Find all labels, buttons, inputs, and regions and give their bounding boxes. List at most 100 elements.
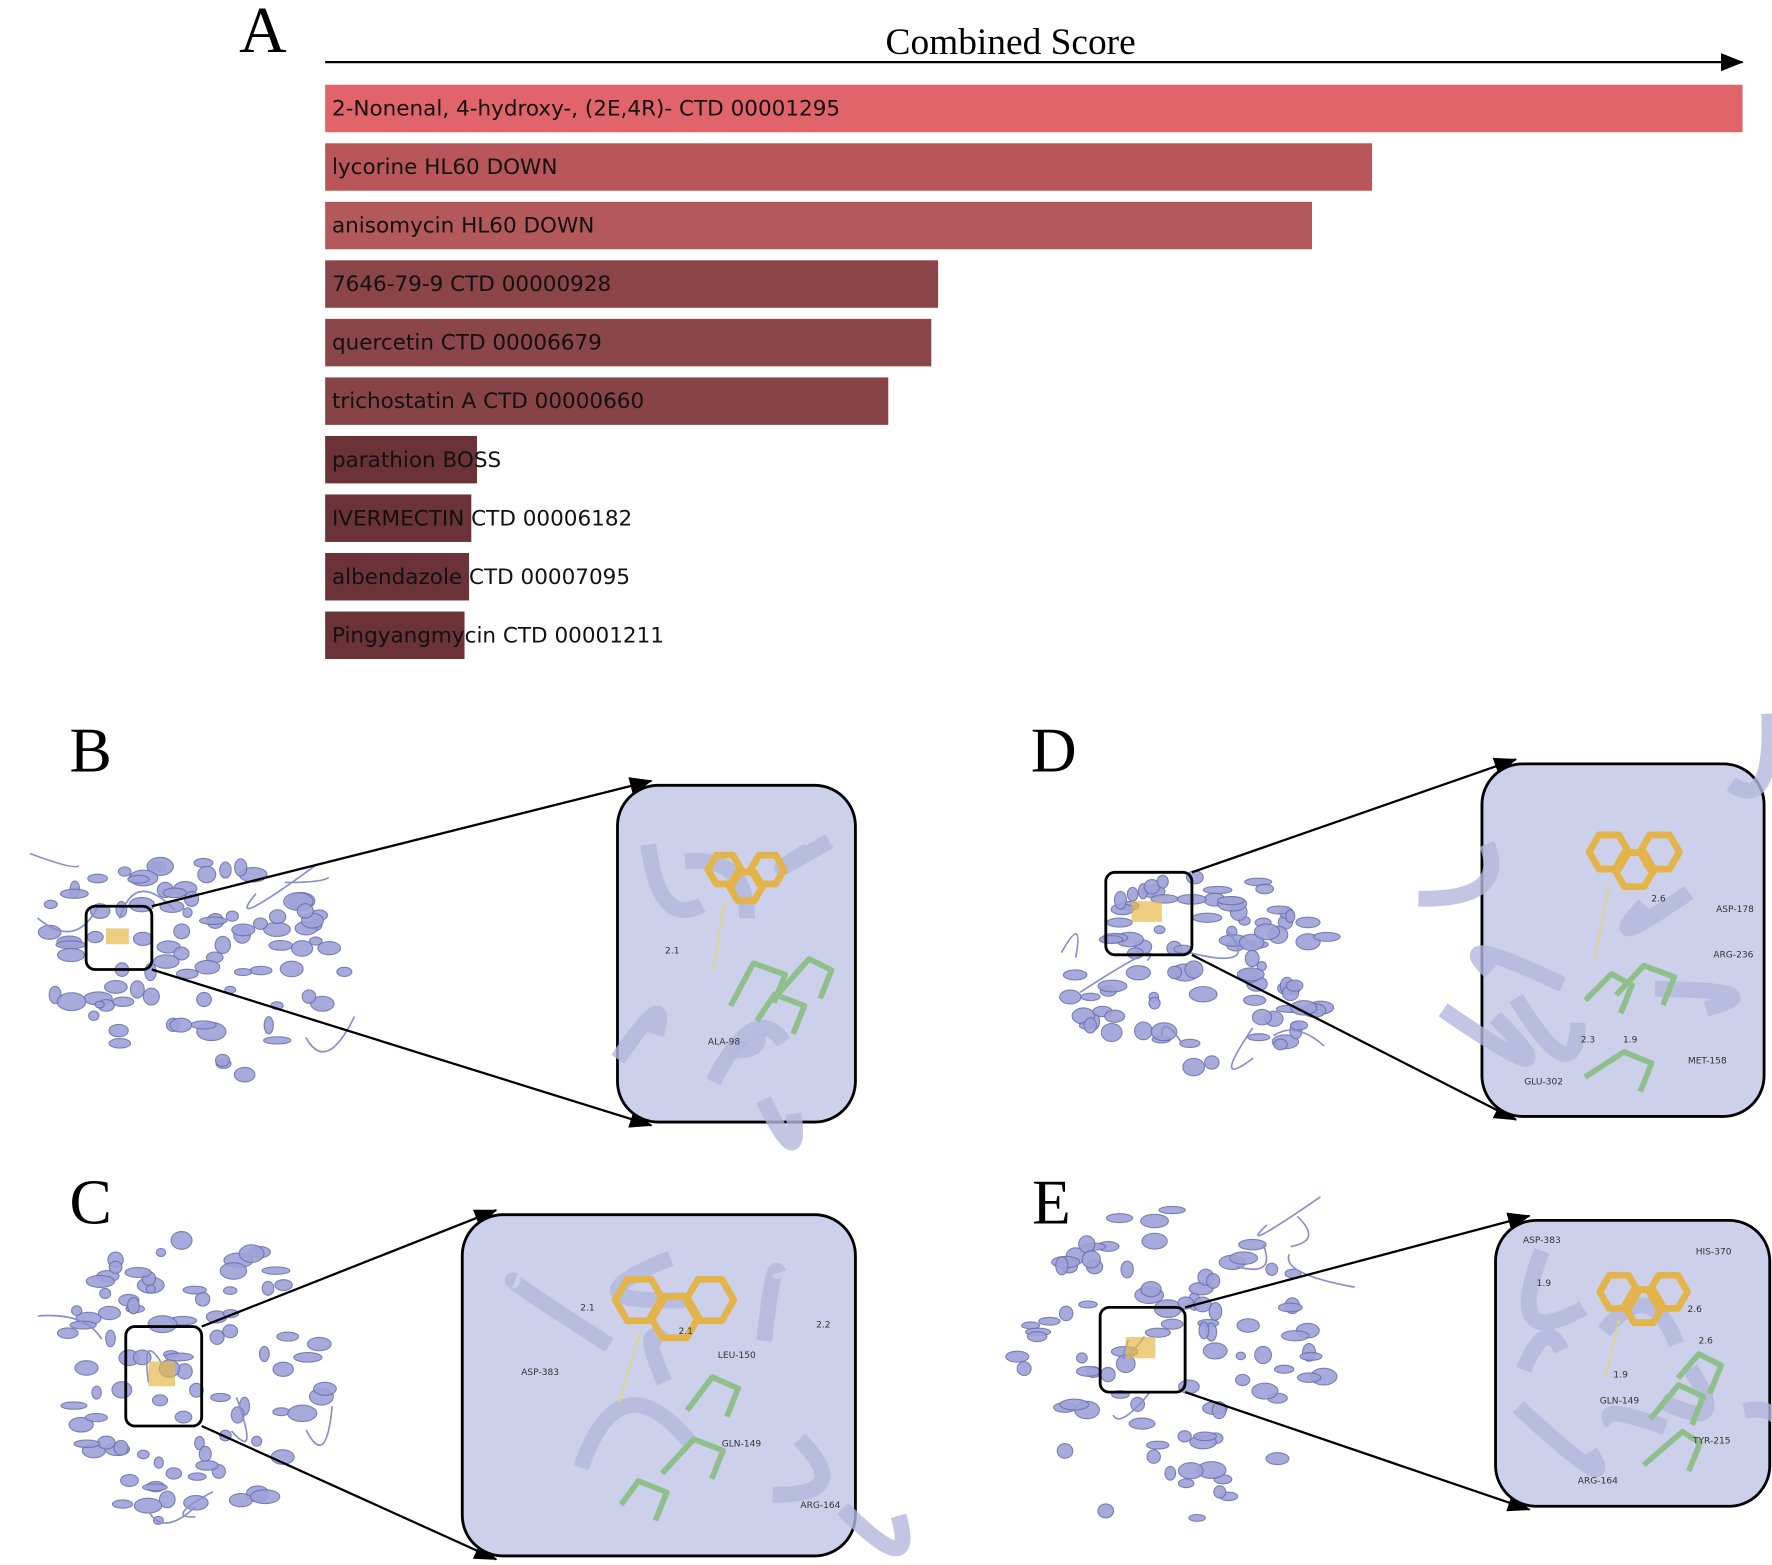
protein-helix	[1184, 960, 1204, 979]
protein-helix	[97, 1435, 116, 1450]
protein-loop	[305, 1405, 334, 1447]
protein-helix	[57, 947, 86, 963]
protein-helix	[1182, 1057, 1206, 1077]
protein-helix	[1167, 965, 1183, 980]
protein-helix	[1016, 1361, 1032, 1377]
h-bond	[1604, 1320, 1621, 1378]
protein-helix	[301, 989, 317, 1004]
protein-helix	[261, 1280, 275, 1296]
protein-helix	[1120, 1260, 1134, 1279]
protein-helix	[71, 1305, 83, 1316]
protein-helix	[1193, 1431, 1217, 1442]
residue-label: GLN-149	[1600, 1396, 1640, 1406]
residue-label: ARG-236	[1713, 951, 1753, 961]
protein-helix	[1296, 1372, 1322, 1383]
protein-helix	[287, 1404, 318, 1423]
protein-helix	[1145, 1440, 1170, 1450]
protein-helix	[1144, 1327, 1171, 1338]
h-bond	[711, 902, 726, 971]
protein-helix	[129, 980, 145, 999]
protein-helix	[1286, 979, 1304, 992]
protein-helix	[1202, 885, 1233, 895]
protein-helix	[105, 1329, 116, 1348]
protein-helix	[1185, 870, 1204, 885]
ligand-ring	[682, 1275, 738, 1325]
protein-helix	[214, 935, 232, 955]
protein-helix	[225, 910, 239, 922]
bar-label: trichostatin A CTD 00000660	[332, 389, 644, 414]
protein-helix	[174, 1410, 193, 1424]
zoom-box	[84, 904, 154, 971]
protein-helix	[1299, 1351, 1323, 1361]
protein-helix	[1156, 874, 1169, 889]
protein-helix	[198, 1445, 212, 1463]
bar	[325, 494, 472, 542]
protein-helix	[152, 954, 180, 969]
protein-helix	[1146, 1449, 1161, 1464]
protein-helix	[1078, 1235, 1096, 1254]
protein-helix	[1285, 909, 1296, 924]
protein-loop	[1236, 1244, 1268, 1271]
protein-helix	[1177, 1478, 1195, 1489]
protein-helix	[1134, 1021, 1153, 1041]
residue-label: ASP-383	[1523, 1236, 1561, 1246]
protein-helix	[1106, 917, 1133, 928]
protein-helix	[296, 903, 314, 919]
protein-helix	[153, 1456, 164, 1469]
residue-label: GLN-149	[722, 1440, 762, 1450]
bar-label: Pingyangmycin CTD 00001211	[332, 623, 664, 648]
zoom-arrow	[151, 777, 653, 908]
protein-helix	[1251, 1382, 1279, 1400]
protein-helix	[1113, 890, 1127, 910]
protein-helix	[158, 1490, 176, 1509]
protein-helix	[142, 1483, 168, 1492]
protein-helix	[1158, 1205, 1186, 1215]
zoom-box	[1104, 870, 1194, 957]
protein-helix	[1080, 992, 1101, 1002]
protein-helix	[1140, 1281, 1162, 1298]
protein-helix	[209, 1329, 225, 1345]
protein-helix	[234, 858, 248, 877]
protein-helix	[1058, 1305, 1074, 1322]
protein-helix	[1265, 1452, 1290, 1466]
protein-helix	[1198, 1321, 1210, 1340]
protein-helix	[111, 996, 135, 1008]
protein-loop	[1230, 1027, 1254, 1070]
residue-label: ARG-164	[800, 1501, 840, 1511]
protein-helix	[1059, 1398, 1090, 1411]
inset-ribbon	[640, 843, 706, 918]
protein-helix	[60, 1401, 88, 1410]
protein-helix	[85, 1274, 116, 1288]
bar	[325, 143, 1373, 191]
protein-helix	[1126, 886, 1139, 902]
protein-loop	[1079, 952, 1152, 993]
protein-helix	[1097, 1503, 1115, 1519]
residue-stick	[1583, 1049, 1655, 1093]
protein-helix	[258, 1345, 270, 1363]
h-bond	[1593, 887, 1611, 958]
protein-helix	[56, 1327, 79, 1339]
ligand-site	[148, 1361, 176, 1387]
protein-helix	[276, 1331, 300, 1342]
inset-bg	[1480, 762, 1766, 1118]
panel-label: C	[69, 1168, 111, 1238]
bar-label: lycorine HL60 DOWN	[332, 155, 557, 180]
protein-helix	[197, 865, 217, 884]
protein-helix	[268, 909, 287, 925]
protein-helix	[136, 1449, 150, 1460]
protein-loop	[149, 1506, 196, 1524]
protein-helix	[1236, 967, 1265, 982]
protein-loop	[145, 1350, 163, 1383]
protein-helix	[1251, 1008, 1273, 1026]
zoom-arrow	[201, 1209, 498, 1328]
protein-helix	[233, 1066, 256, 1083]
bar-label: anisomycin HL60 DOWN	[332, 214, 594, 239]
bar	[325, 435, 477, 484]
residue-label: 2.3	[1581, 1035, 1596, 1045]
zoom-box	[124, 1325, 204, 1428]
protein-helix	[108, 1023, 129, 1038]
protein-helix	[97, 1305, 121, 1321]
protein-helix	[1273, 1038, 1288, 1051]
protein-helix	[1100, 1022, 1123, 1042]
protein-helix	[1078, 1300, 1098, 1309]
